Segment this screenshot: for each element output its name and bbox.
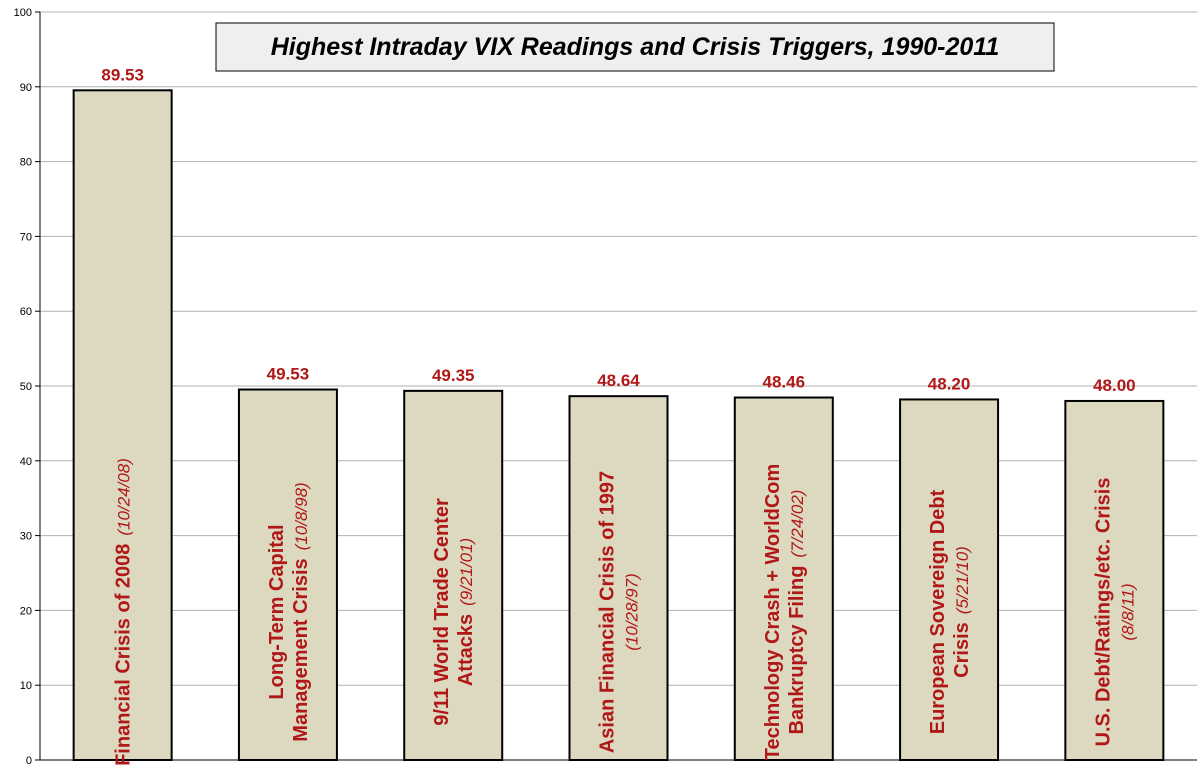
y-tick-label: 20 (20, 605, 32, 617)
bars (72, 89, 1165, 761)
data-label: 48.46 (763, 373, 806, 392)
bar (237, 388, 338, 761)
bar-label-date: (7/24/02) (788, 490, 807, 558)
bar-label-line: Bankruptcy Filing (7/24/02) (786, 490, 808, 735)
bar-label-text: Management Crisis (290, 558, 312, 741)
labels: 89.53 Financial Crisis of 2008 (10/24/08) 4… (101, 65, 1137, 766)
bar-label-text: Technology Crash + WorldCom (762, 464, 784, 761)
bar-label-date: (5/21/10) (953, 546, 972, 614)
bar-label-line: Long-Term Capital (266, 524, 288, 699)
bar-label-line: Attacks (9/21/01) (455, 538, 477, 686)
bar-label-date: (10/28/97) (623, 573, 642, 651)
bar-label-text: Bankruptcy Filing (786, 566, 808, 735)
bar-label-line: Financial Crisis of 2008 (10/24/08) (113, 458, 135, 766)
bar-label-line: 9/11 World Trade Center (431, 498, 453, 726)
y-tick-label: 80 (20, 157, 32, 169)
y-tick-label: 90 (20, 82, 32, 94)
bar-label-line: European Sovereign Debt (927, 489, 949, 734)
bar-label: U.S. Debt/Ratings/etc. Crisis (8/8/11) (1092, 478, 1137, 747)
data-label: 49.53 (267, 365, 310, 384)
bar-label-text: Crisis (951, 622, 973, 678)
data-label: 48.00 (1093, 376, 1136, 395)
bar-label-date: (10/8/98) (292, 482, 311, 550)
gridlines (40, 11, 1197, 686)
bar-label-text: U.S. Debt/Ratings/etc. Crisis (1092, 478, 1114, 747)
y-tick-label: 10 (20, 680, 32, 692)
data-label: 49.35 (432, 366, 475, 385)
bar-label: Long-Term Capital Management Crisis (10/8/… (266, 482, 312, 741)
data-label: 89.53 (101, 65, 144, 84)
bar-label: Asian Financial Crisis of 1997 (10/28/97) (597, 471, 642, 753)
bar-label-date: (8/8/11) (1118, 583, 1137, 640)
bar-label: 9/11 World Trade Center Attacks (9/21/01) (431, 498, 477, 726)
bar-label-line: Crisis (5/21/10) (951, 546, 973, 678)
bar-label-text: Attacks (455, 614, 477, 686)
bar-label-text: 9/11 World Trade Center (431, 498, 453, 726)
y-tick-label: 60 (20, 306, 32, 318)
bar (733, 396, 834, 761)
bar (1064, 399, 1165, 761)
y-tick-label: 0 (26, 755, 32, 767)
y-tick-label: 40 (20, 456, 32, 468)
y-tick-label: 30 (20, 531, 32, 543)
bar-label-line: Management Crisis (10/8/98) (290, 482, 312, 741)
bar-label: Technology Crash + WorldCom Bankruptcy Fi… (762, 464, 808, 761)
bar (568, 395, 669, 761)
title-box: Highest Intraday VIX Readings and Crisis… (215, 22, 1055, 72)
chart-title: Highest Intraday VIX Readings and Crisis… (271, 33, 1000, 61)
bar-label-text: Financial Crisis of 2008 (113, 544, 135, 766)
bar (899, 398, 1000, 761)
bar-label-line: Asian Financial Crisis of 1997 (597, 471, 619, 753)
bar-label-line: U.S. Debt/Ratings/etc. Crisis (1092, 478, 1114, 747)
bar-label: European Sovereign Debt Crisis (5/21/10) (927, 489, 973, 734)
bar-label-date: (9/21/01) (457, 538, 476, 606)
title-frame (215, 22, 1055, 72)
bar-label-line: Technology Crash + WorldCom (762, 464, 784, 761)
y-tick-label: 50 (20, 381, 32, 393)
y-tick-label: 100 (14, 7, 32, 19)
bar-label-text: European Sovereign Debt (927, 489, 949, 734)
data-label: 48.64 (597, 371, 640, 390)
bar-label-text: Asian Financial Crisis of 1997 (597, 471, 619, 753)
bar (403, 389, 504, 761)
bar-label-text: Long-Term Capital (266, 524, 288, 699)
data-label: 48.20 (928, 374, 971, 393)
bar-label: Financial Crisis of 2008 (10/24/08) (113, 458, 135, 766)
bar (72, 89, 173, 761)
y-tick-label: 70 (20, 231, 32, 243)
bar-label-date: (10/24/08) (115, 458, 134, 536)
